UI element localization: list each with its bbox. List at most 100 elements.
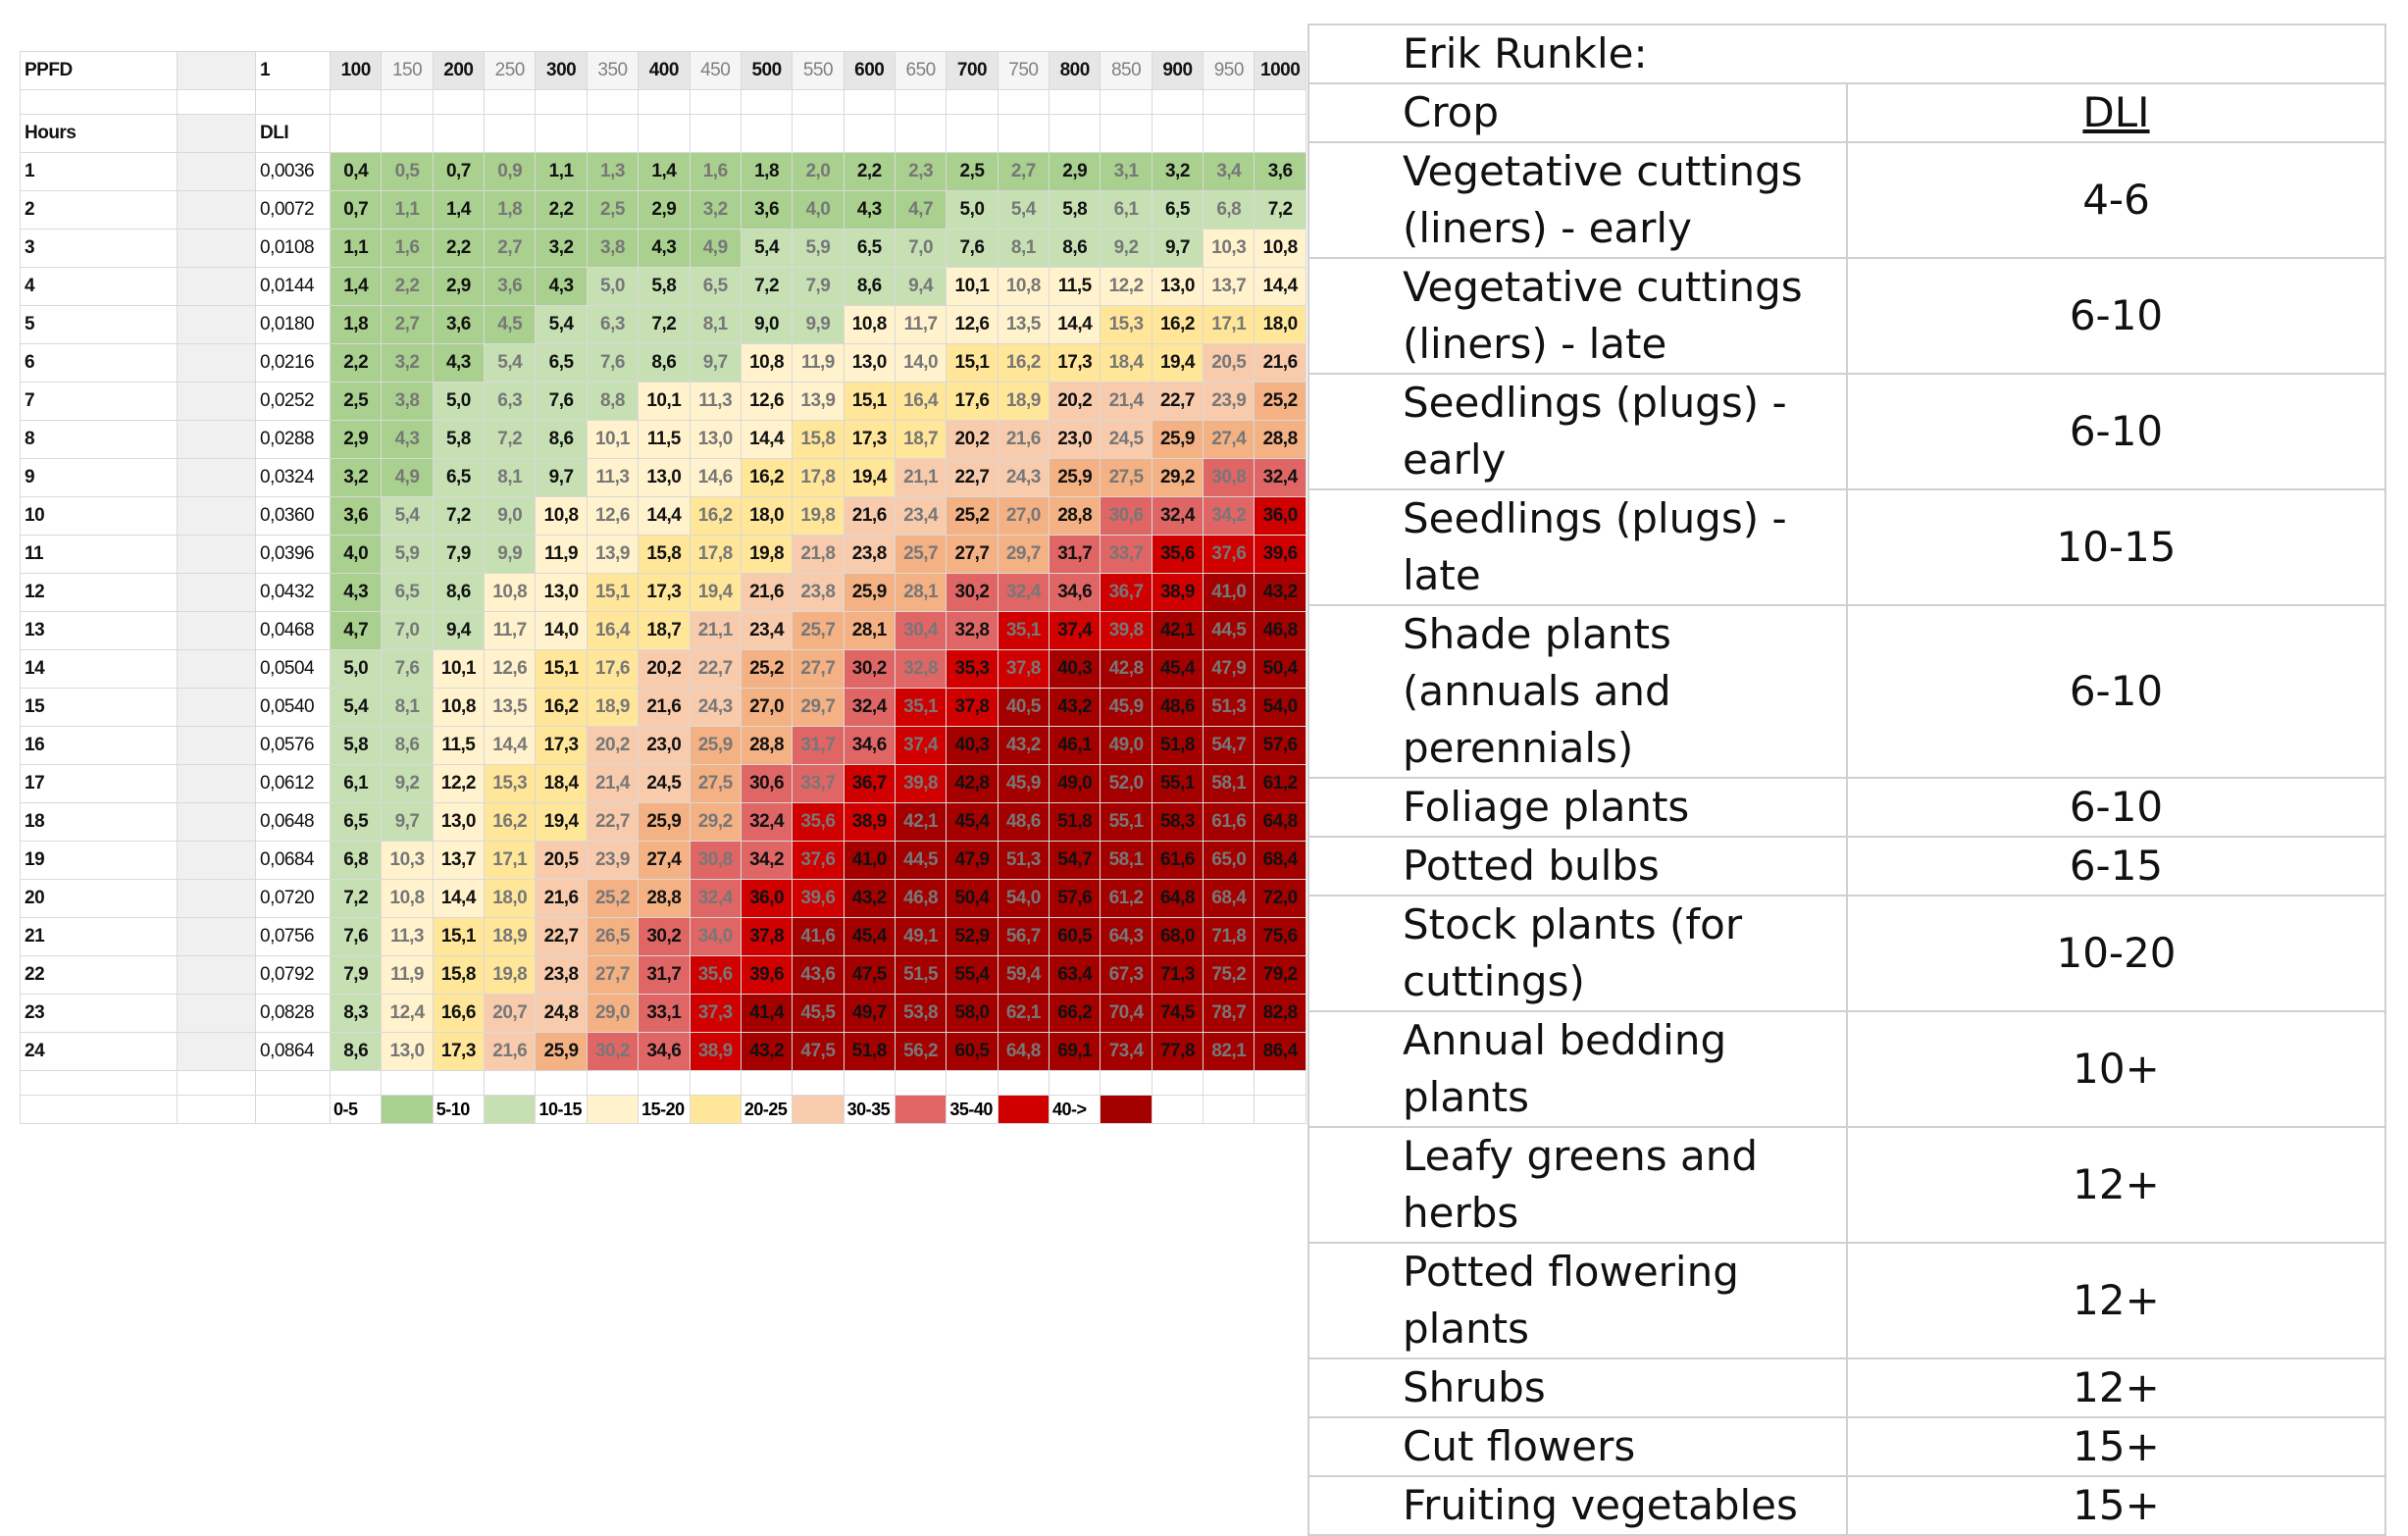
dli-value-cell: 35,1: [997, 611, 1050, 650]
blank-cell: [535, 1070, 588, 1096]
dli-value-cell: 7,2: [484, 420, 537, 459]
dli-value-cell: 9,2: [1100, 229, 1153, 268]
hour-cell: 21: [20, 917, 178, 956]
crop-row: Fruiting vegetables 15+: [1307, 1475, 2386, 1536]
dli-value-cell: 13,0: [689, 420, 742, 459]
dli-value-cell: 13,0: [1151, 267, 1204, 306]
dli-factor-label: DLI: [255, 114, 331, 153]
crop-row: Potted flowering plants 12+: [1307, 1242, 2386, 1359]
dli-column-header: DLI: [1846, 82, 2386, 143]
dli-value-cell: 39,8: [894, 764, 948, 803]
dli-value-cell: 55,4: [946, 955, 999, 995]
label-gap-cell: [177, 535, 256, 574]
dli-value-cell: 14,4: [484, 726, 537, 765]
dli-value-cell: 17,3: [638, 573, 691, 612]
dli-value-cell: 25,9: [535, 1032, 588, 1071]
crop-name: Potted flowering plants: [1307, 1242, 1848, 1359]
dli-value-cell: 8,1: [997, 229, 1050, 268]
dli-value-cell: 30,2: [843, 649, 896, 689]
dli-value-cell: 10,8: [432, 688, 486, 727]
dli-value-cell: 60,5: [946, 1032, 999, 1071]
dli-value-cell: 5,8: [432, 420, 486, 459]
dli-value-cell: 58,0: [946, 994, 999, 1033]
dli-value-cell: 15,3: [1100, 305, 1153, 344]
dli-value-cell: 6,1: [329, 764, 383, 803]
dli-value-cell: 5,4: [484, 343, 537, 383]
dli-value-cell: 35,6: [792, 802, 845, 842]
ppfd-header-cell: 150: [381, 51, 434, 90]
ppfd-header-cell: 900: [1151, 51, 1204, 90]
dli-value-cell: 1,4: [432, 190, 486, 230]
blank-cell: [329, 1070, 383, 1096]
ppfd-header-cell: 1000: [1254, 51, 1306, 90]
dli-value-cell: 37,8: [997, 649, 1050, 689]
dli-value-cell: 21,6: [638, 688, 691, 727]
empty-cell: [1049, 114, 1102, 153]
dli-value-cell: 10,3: [1203, 229, 1255, 268]
dli-value-cell: 27,7: [792, 649, 845, 689]
legend-label: 5-10: [432, 1095, 486, 1124]
dli-factor-cell: 0,0540: [255, 688, 331, 727]
legend-label: 40->: [1049, 1095, 1102, 1124]
blank-cell: [792, 1070, 845, 1096]
dli-value-cell: 34,0: [689, 917, 742, 956]
dli-value-cell: 21,6: [740, 573, 794, 612]
ppfd-header-cell: 950: [1203, 51, 1255, 90]
dli-value-cell: 10,8: [381, 879, 434, 918]
dli-value-cell: 23,8: [535, 955, 588, 995]
dli-value-cell: 41,6: [792, 917, 845, 956]
dli-value-cell: 15,1: [535, 649, 588, 689]
dli-value-cell: 0,4: [329, 152, 383, 191]
dli-value-cell: 10,3: [381, 841, 434, 880]
crop-name: Vegetative cuttings (liners) - late: [1307, 257, 1848, 375]
dli-value-cell: 20,7: [484, 994, 537, 1033]
dli-value-cell: 8,6: [432, 573, 486, 612]
dli-value-cell: 8,6: [329, 1032, 383, 1071]
dli-value-cell: 11,5: [638, 420, 691, 459]
blank-cell: [255, 89, 331, 115]
legend-swatch: [484, 1095, 537, 1124]
dli-value-cell: 37,6: [1203, 535, 1255, 574]
dli-value-cell: 16,6: [432, 994, 486, 1033]
dli-value-cell: 48,6: [1151, 688, 1204, 727]
crop-name: Annual bedding plants: [1307, 1010, 1848, 1128]
dli-value-cell: 25,2: [740, 649, 794, 689]
dli-value-cell: 39,6: [792, 879, 845, 918]
label-gap-cell: [177, 458, 256, 497]
dli-value-cell: 52,9: [946, 917, 999, 956]
dli-value-cell: 5,0: [586, 267, 640, 306]
dli-value-cell: 25,9: [638, 802, 691, 842]
hour-row: 10 0,0360 3,6 5,4 7,2 9,0 10,8 12,6 14,4 16,2 18,0…: [20, 496, 1306, 536]
dli-value-cell: 82,1: [1203, 1032, 1255, 1071]
dli-value-cell: 21,8: [792, 535, 845, 574]
dli-value-cell: 2,2: [535, 190, 588, 230]
dli-value-cell: 38,9: [689, 1032, 742, 1071]
blank-cell: [894, 89, 948, 115]
dli-value-cell: 10,8: [843, 305, 896, 344]
dli-value-cell: 6,5: [689, 267, 742, 306]
dli-value-cell: 25,2: [586, 879, 640, 918]
dli-value-cell: 30,2: [946, 573, 999, 612]
dli-value-cell: 16,4: [586, 611, 640, 650]
dli-value-cell: 16,2: [1151, 305, 1204, 344]
dli-value-cell: 29,2: [689, 802, 742, 842]
empty-cell: [792, 114, 845, 153]
dli-value-cell: 3,4: [1203, 152, 1255, 191]
dli-value-cell: 2,2: [843, 152, 896, 191]
dli-value-cell: 0,5: [381, 152, 434, 191]
dli-value-cell: 22,7: [586, 802, 640, 842]
dli-value-cell: 10,8: [535, 496, 588, 536]
crop-dli-value: 6-10: [1846, 257, 2386, 375]
empty-cell: [432, 114, 486, 153]
dli-value-cell: 8,6: [1049, 229, 1102, 268]
dli-value-cell: 6,8: [1203, 190, 1255, 230]
hour-cell: 22: [20, 955, 178, 995]
dli-value-cell: 5,4: [535, 305, 588, 344]
dli-value-cell: 53,8: [894, 994, 948, 1033]
dli-value-cell: 7,2: [740, 267, 794, 306]
dli-value-cell: 47,9: [1203, 649, 1255, 689]
dli-value-cell: 45,4: [946, 802, 999, 842]
dli-value-cell: 38,9: [1151, 573, 1204, 612]
dli-value-cell: 35,6: [1151, 535, 1204, 574]
dli-value-cell: 32,8: [946, 611, 999, 650]
